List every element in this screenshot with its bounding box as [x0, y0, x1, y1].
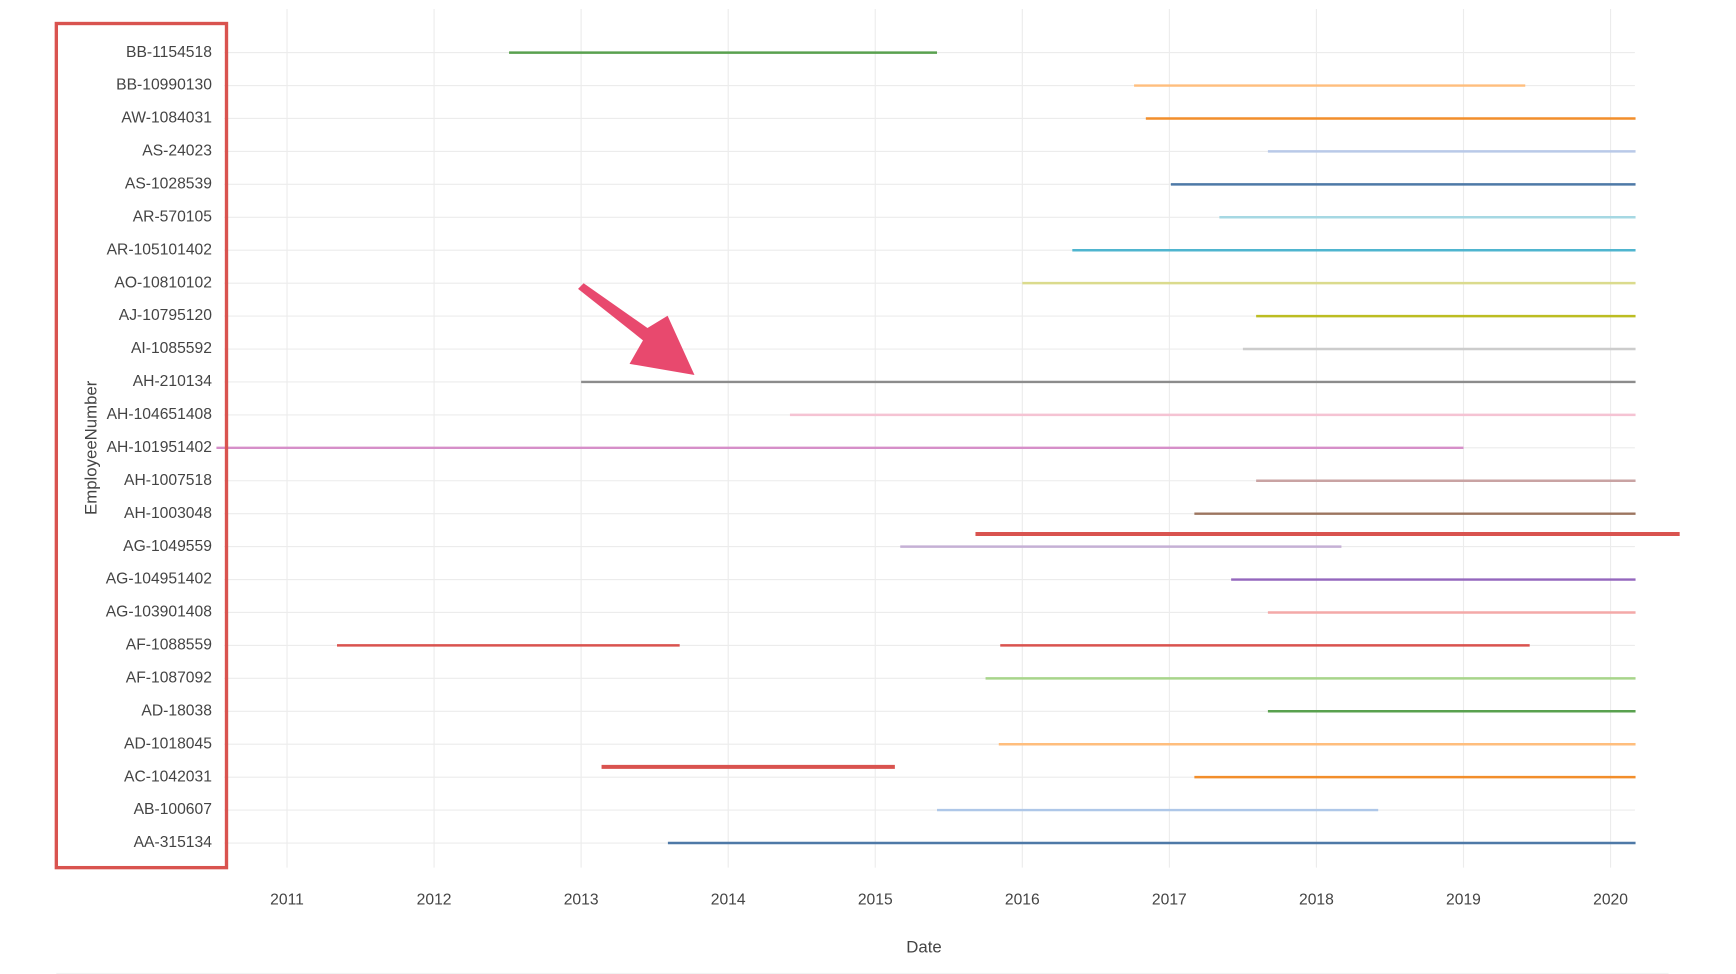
x-tick-label: 2017 — [1152, 891, 1187, 908]
grid — [224, 8, 1635, 868]
y-tick-label: AS-1028539 — [125, 175, 212, 192]
y-tick-label: BB-10990130 — [116, 77, 212, 94]
x-tick-label: 2012 — [417, 891, 452, 908]
highlight-box — [54, 21, 229, 870]
y-tick-label: AW-1084031 — [121, 110, 212, 127]
x-tick-label: 2016 — [1005, 891, 1040, 908]
x-axis-title: Date — [906, 938, 941, 957]
y-axis-title: EmployeeNumber — [82, 380, 101, 515]
y-tick-label: AH-104651408 — [107, 406, 213, 423]
x-tick-label: 2011 — [270, 891, 304, 908]
y-tick-label: AB-100607 — [134, 801, 212, 818]
x-tick-label: 2015 — [858, 891, 893, 908]
y-tick-label: AG-103901408 — [106, 604, 212, 621]
y-tick-label: AF-1088559 — [126, 637, 212, 654]
y-tick-label: AS-24023 — [142, 143, 212, 160]
x-tick-label: 2014 — [711, 891, 746, 908]
y-tick-label: AG-104951402 — [106, 571, 212, 588]
y-tick-label: AC-1042031 — [124, 768, 212, 785]
x-tick-label: 2020 — [1593, 891, 1628, 908]
x-tick-label: 2019 — [1446, 891, 1481, 908]
y-tick-label: AA-315134 — [134, 834, 213, 851]
y-tick-label: AF-1087092 — [126, 669, 212, 686]
y-tick-label: AI-1085592 — [131, 340, 212, 357]
y-tick-label: AH-1003048 — [124, 505, 212, 522]
y-tick-label: AH-1007518 — [124, 472, 212, 489]
y-tick-label: BB-1154518 — [126, 44, 212, 61]
x-tick-label: 2018 — [1299, 891, 1334, 908]
y-tick-label: AO-10810102 — [114, 274, 212, 291]
y-tick-label: AG-1049559 — [123, 538, 212, 555]
x-tick-label: 2013 — [564, 891, 599, 908]
arrow — [578, 283, 695, 376]
y-tick-label: AH-101951402 — [107, 439, 212, 456]
y-tick-label: AD-18038 — [141, 702, 212, 719]
y-tick-label: AR-570105 — [133, 208, 212, 225]
y-tick-label: AJ-10795120 — [119, 307, 212, 324]
marks — [216, 51, 1636, 845]
y-tick-label: AR-105101402 — [107, 241, 212, 258]
y-tick-label: AD-1018045 — [124, 735, 212, 752]
y-tick-label: AH-210134 — [133, 373, 212, 390]
